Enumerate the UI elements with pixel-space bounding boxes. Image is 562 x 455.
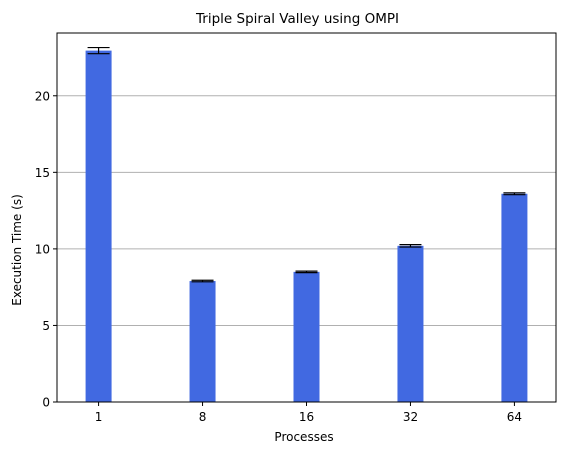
x-tick-label: 8 bbox=[199, 410, 207, 424]
y-tick-label: 10 bbox=[35, 242, 50, 256]
chart-title: Triple Spiral Valley using OMPI bbox=[195, 11, 399, 27]
bar-32 bbox=[397, 245, 424, 402]
x-tick-label: 1 bbox=[95, 410, 103, 424]
bar-64 bbox=[501, 193, 528, 402]
bar-1 bbox=[85, 50, 112, 403]
bar-16 bbox=[293, 271, 320, 402]
y-axis-ticks: 0 5 10 15 20 bbox=[35, 89, 57, 410]
y-tick-label: 5 bbox=[42, 319, 50, 333]
bar-8 bbox=[189, 281, 216, 402]
y-axis-label: Execution Time (s) bbox=[10, 194, 24, 306]
y-tick-label: 0 bbox=[42, 396, 50, 410]
x-axis-ticks: 1 8 16 32 64 bbox=[95, 402, 522, 424]
x-tick-label: 32 bbox=[403, 410, 418, 424]
x-tick-label: 16 bbox=[299, 410, 314, 424]
x-axis-label: Processes bbox=[274, 430, 333, 444]
y-tick-label: 20 bbox=[35, 89, 50, 103]
y-tick-label: 15 bbox=[35, 166, 50, 180]
bars bbox=[85, 50, 528, 403]
error-bars bbox=[87, 46, 526, 283]
x-tick-label: 64 bbox=[507, 410, 522, 424]
